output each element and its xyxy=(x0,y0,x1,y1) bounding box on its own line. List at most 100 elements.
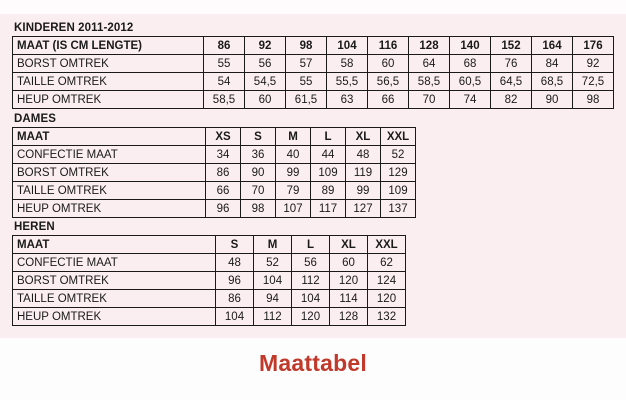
table-cell: 68,5 xyxy=(531,72,573,91)
table-cell: 55 xyxy=(285,72,327,91)
table-cell: 120 xyxy=(329,271,368,290)
table-cell: 114 xyxy=(329,289,368,308)
table-row: TAILLE OMTREK 86 94 104 114 120 xyxy=(12,289,406,308)
size-table-heren: MAAT S M L XL XXL CONFECTIE MAAT 48 52 5… xyxy=(12,235,406,326)
table-row: TAILLE OMTREK 66 70 79 89 99 109 xyxy=(12,181,416,200)
row-label: BORST OMTREK xyxy=(12,163,206,182)
column-header: 128 xyxy=(408,36,450,55)
column-header: 140 xyxy=(449,36,491,55)
column-header: L xyxy=(310,127,346,146)
table-cell: 104 xyxy=(253,271,292,290)
table-cell: 60 xyxy=(367,54,409,73)
row-label: CONFECTIE MAAT xyxy=(12,253,216,272)
table-cell: 96 xyxy=(205,199,241,218)
table-cell: 64 xyxy=(408,54,450,73)
section-label-dames: DAMES xyxy=(14,113,57,125)
table-cell: 86 xyxy=(205,163,241,182)
table-cell: 66 xyxy=(367,90,409,109)
table-cell: 44 xyxy=(310,145,346,164)
column-header: S xyxy=(215,235,254,254)
table-row: CONFECTIE MAAT 34 36 40 44 48 52 xyxy=(12,145,416,164)
table-cell: 55 xyxy=(203,54,245,73)
table-row: TAILLE OMTREK 54 54,5 55 55,5 56,5 58,5 … xyxy=(12,72,614,91)
table-cell: 90 xyxy=(531,90,573,109)
table-cell: 127 xyxy=(345,199,381,218)
size-table-dames: MAAT XS S M L XL XXL CONFECTIE MAAT 34 3… xyxy=(12,127,416,218)
column-header: MAAT (IS CM LENGTE) xyxy=(12,36,204,55)
table-cell: 52 xyxy=(380,145,416,164)
table-cell: 64,5 xyxy=(490,72,532,91)
table-row: BORST OMTREK 96 104 112 120 124 xyxy=(12,271,406,290)
table-cell: 60 xyxy=(329,253,368,272)
table-cell: 54,5 xyxy=(244,72,286,91)
table-cell: 62 xyxy=(367,253,406,272)
column-header: 176 xyxy=(572,36,614,55)
column-header: XS xyxy=(205,127,241,146)
table-cell: 58,5 xyxy=(203,90,245,109)
column-header: 152 xyxy=(490,36,532,55)
table-cell: 94 xyxy=(253,289,292,308)
table-row: BORST OMTREK 55 56 57 58 60 64 68 76 84 … xyxy=(12,54,614,73)
table-cell: 55,5 xyxy=(326,72,368,91)
page-title: Maattabel xyxy=(259,350,367,376)
table-cell: 79 xyxy=(275,181,311,200)
table-header-row: MAAT (IS CM LENGTE) 86 92 98 104 116 128… xyxy=(12,36,614,55)
column-header: XL xyxy=(345,127,381,146)
table-cell: 36 xyxy=(240,145,276,164)
table-cell: 128 xyxy=(329,307,368,326)
table-cell: 112 xyxy=(291,271,330,290)
table-cell: 96 xyxy=(215,271,254,290)
table-cell: 52 xyxy=(253,253,292,272)
column-header: 116 xyxy=(367,36,409,55)
section-label-heren: HEREN xyxy=(14,221,55,233)
column-header: XXL xyxy=(380,127,416,146)
table-cell: 68 xyxy=(449,54,491,73)
table-cell: 60 xyxy=(244,90,286,109)
table-cell: 109 xyxy=(380,181,416,200)
table-cell: 56 xyxy=(291,253,330,272)
table-cell: 48 xyxy=(345,145,381,164)
table-cell: 56,5 xyxy=(367,72,409,91)
section-label-kinderen: KINDEREN 2011-2012 xyxy=(14,22,134,34)
table-cell: 107 xyxy=(275,199,311,218)
table-cell: 98 xyxy=(572,90,614,109)
row-label: HEUP OMTREK xyxy=(12,307,216,326)
table-cell: 58 xyxy=(326,54,368,73)
row-label: TAILLE OMTREK xyxy=(12,72,204,91)
table-cell: 120 xyxy=(291,307,330,326)
table-cell: 40 xyxy=(275,145,311,164)
table-row: HEUP OMTREK 58,5 60 61,5 63 66 70 74 82 … xyxy=(12,90,614,109)
table-cell: 132 xyxy=(367,307,406,326)
table-cell: 34 xyxy=(205,145,241,164)
table-cell: 98 xyxy=(240,199,276,218)
table-cell: 84 xyxy=(531,54,573,73)
column-header: 104 xyxy=(326,36,368,55)
paper-top-margin xyxy=(0,0,626,16)
table-cell: 119 xyxy=(345,163,381,182)
table-cell: 70 xyxy=(408,90,450,109)
row-label: HEUP OMTREK xyxy=(12,199,206,218)
row-label: BORST OMTREK xyxy=(12,54,204,73)
table-cell: 99 xyxy=(275,163,311,182)
table-cell: 58,5 xyxy=(408,72,450,91)
table-cell: 66 xyxy=(205,181,241,200)
table-cell: 137 xyxy=(380,199,416,218)
column-header: 92 xyxy=(244,36,286,55)
column-header: 98 xyxy=(285,36,327,55)
column-header: MAAT xyxy=(12,235,216,254)
table-cell: 61,5 xyxy=(285,90,327,109)
table-cell: 60,5 xyxy=(449,72,491,91)
table-cell: 104 xyxy=(215,307,254,326)
column-header: S xyxy=(240,127,276,146)
table-cell: 82 xyxy=(490,90,532,109)
table-cell: 90 xyxy=(240,163,276,182)
table-row: HEUP OMTREK 96 98 107 117 127 137 xyxy=(12,199,416,218)
table-cell: 72,5 xyxy=(572,72,614,91)
table-cell: 54 xyxy=(203,72,245,91)
table-cell: 63 xyxy=(326,90,368,109)
column-header: L xyxy=(291,235,330,254)
column-header: M xyxy=(253,235,292,254)
table-cell: 99 xyxy=(345,181,381,200)
table-header-row: MAAT S M L XL XXL xyxy=(12,235,406,254)
